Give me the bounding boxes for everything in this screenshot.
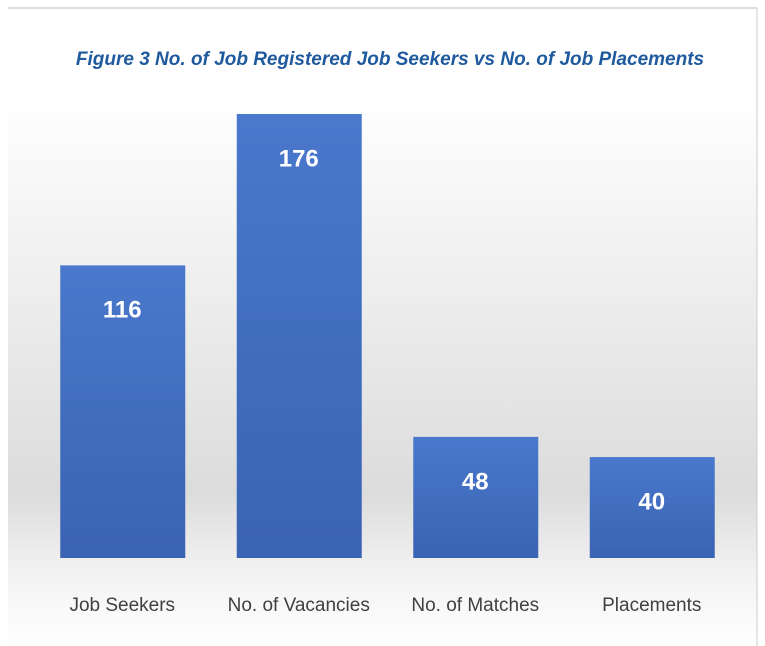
bar [236,114,362,558]
data-label: 48 [462,468,489,495]
x-tick-label: No. of Vacancies [228,595,370,616]
chart-title: Figure 3 No. of Job Registered Job Seeke… [76,49,704,70]
data-label: 176 [279,145,319,172]
bar [589,457,715,558]
bar [413,436,539,558]
x-tick-label: Job Seekers [69,595,175,616]
data-label: 116 [103,297,142,324]
x-tick-label: No. of Matches [411,595,539,616]
bar [60,265,186,558]
data-label: 40 [638,488,665,515]
x-tick-label: Placements [602,595,701,616]
